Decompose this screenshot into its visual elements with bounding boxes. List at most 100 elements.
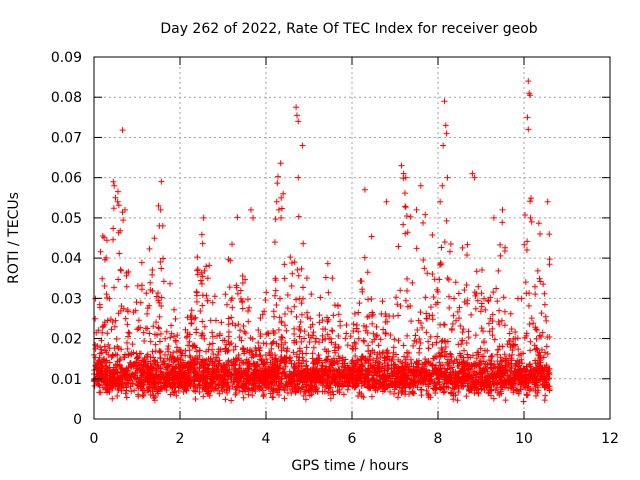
data-point	[447, 240, 454, 247]
data-point	[291, 259, 298, 266]
data-point	[382, 319, 389, 326]
data-point	[312, 338, 319, 345]
data-point	[193, 298, 200, 305]
data-point	[240, 345, 247, 352]
data-point	[488, 387, 495, 394]
data-point	[267, 352, 274, 359]
data-point	[521, 365, 528, 372]
data-point	[463, 393, 470, 400]
data-point	[342, 379, 349, 386]
data-point	[273, 301, 280, 308]
data-point	[517, 386, 524, 393]
data-point	[139, 366, 146, 373]
data-point	[204, 297, 211, 304]
data-point	[534, 267, 541, 274]
data-point	[490, 365, 497, 372]
data-point	[417, 182, 424, 189]
data-point	[423, 315, 430, 322]
data-point	[502, 378, 509, 385]
data-point	[191, 355, 198, 362]
data-point	[332, 375, 339, 382]
data-point	[97, 248, 104, 255]
data-point	[541, 397, 548, 404]
data-point	[278, 214, 285, 221]
data-point	[425, 338, 432, 345]
data-point	[199, 292, 206, 299]
data-point	[445, 384, 452, 391]
data-point	[415, 371, 422, 378]
data-point	[158, 368, 165, 375]
data-point	[544, 368, 551, 375]
data-point	[328, 339, 335, 346]
data-point	[167, 280, 174, 287]
data-point	[109, 395, 116, 402]
data-point	[244, 296, 251, 303]
data-point	[341, 371, 348, 378]
data-point	[181, 362, 188, 369]
data-point	[244, 307, 251, 314]
data-point	[252, 368, 259, 375]
data-point	[444, 275, 451, 282]
data-point	[530, 370, 537, 377]
data-point	[116, 250, 123, 257]
data-point	[388, 380, 395, 387]
data-point	[307, 367, 314, 374]
data-point	[343, 321, 350, 328]
data-point	[488, 392, 495, 399]
data-point	[112, 194, 119, 201]
data-point	[402, 230, 409, 237]
data-point	[156, 313, 163, 320]
data-point	[438, 349, 445, 356]
data-point	[403, 382, 410, 389]
data-point	[284, 305, 291, 312]
data-point	[294, 380, 301, 387]
data-point	[138, 259, 145, 266]
data-point	[390, 390, 397, 397]
data-point	[475, 389, 482, 396]
data-point	[121, 206, 128, 213]
data-point	[237, 295, 244, 302]
data-point	[544, 350, 551, 357]
data-point	[449, 381, 456, 388]
data-point	[329, 388, 336, 395]
data-point	[307, 387, 314, 394]
data-point	[164, 346, 171, 353]
data-point	[180, 370, 187, 377]
data-point	[403, 213, 410, 220]
data-point	[144, 305, 151, 312]
data-point	[157, 206, 164, 213]
data-point	[224, 348, 231, 355]
data-point	[456, 350, 463, 357]
data-point	[457, 368, 464, 375]
data-point	[502, 363, 509, 370]
data-point	[153, 319, 160, 326]
data-point	[132, 369, 139, 376]
data-point	[235, 355, 242, 362]
data-point	[472, 332, 479, 339]
data-point	[95, 327, 102, 334]
data-point	[160, 278, 167, 285]
data-point	[462, 374, 469, 381]
data-point	[475, 351, 482, 358]
data-point	[356, 300, 363, 307]
data-point	[268, 379, 275, 386]
data-point	[282, 355, 289, 362]
data-point	[473, 378, 480, 385]
data-point	[423, 387, 430, 394]
data-point	[499, 206, 506, 213]
data-point	[283, 378, 290, 385]
data-point	[439, 361, 446, 368]
data-point	[298, 300, 305, 307]
data-point	[225, 357, 232, 364]
data-point	[246, 363, 253, 370]
data-point	[131, 387, 138, 394]
data-point	[133, 299, 140, 306]
data-point	[324, 331, 331, 338]
data-point	[245, 318, 252, 325]
data-point	[482, 306, 489, 313]
data-point	[480, 353, 487, 360]
data-point	[435, 374, 442, 381]
data-point	[335, 366, 342, 373]
data-point	[350, 327, 357, 334]
data-point	[529, 379, 536, 386]
